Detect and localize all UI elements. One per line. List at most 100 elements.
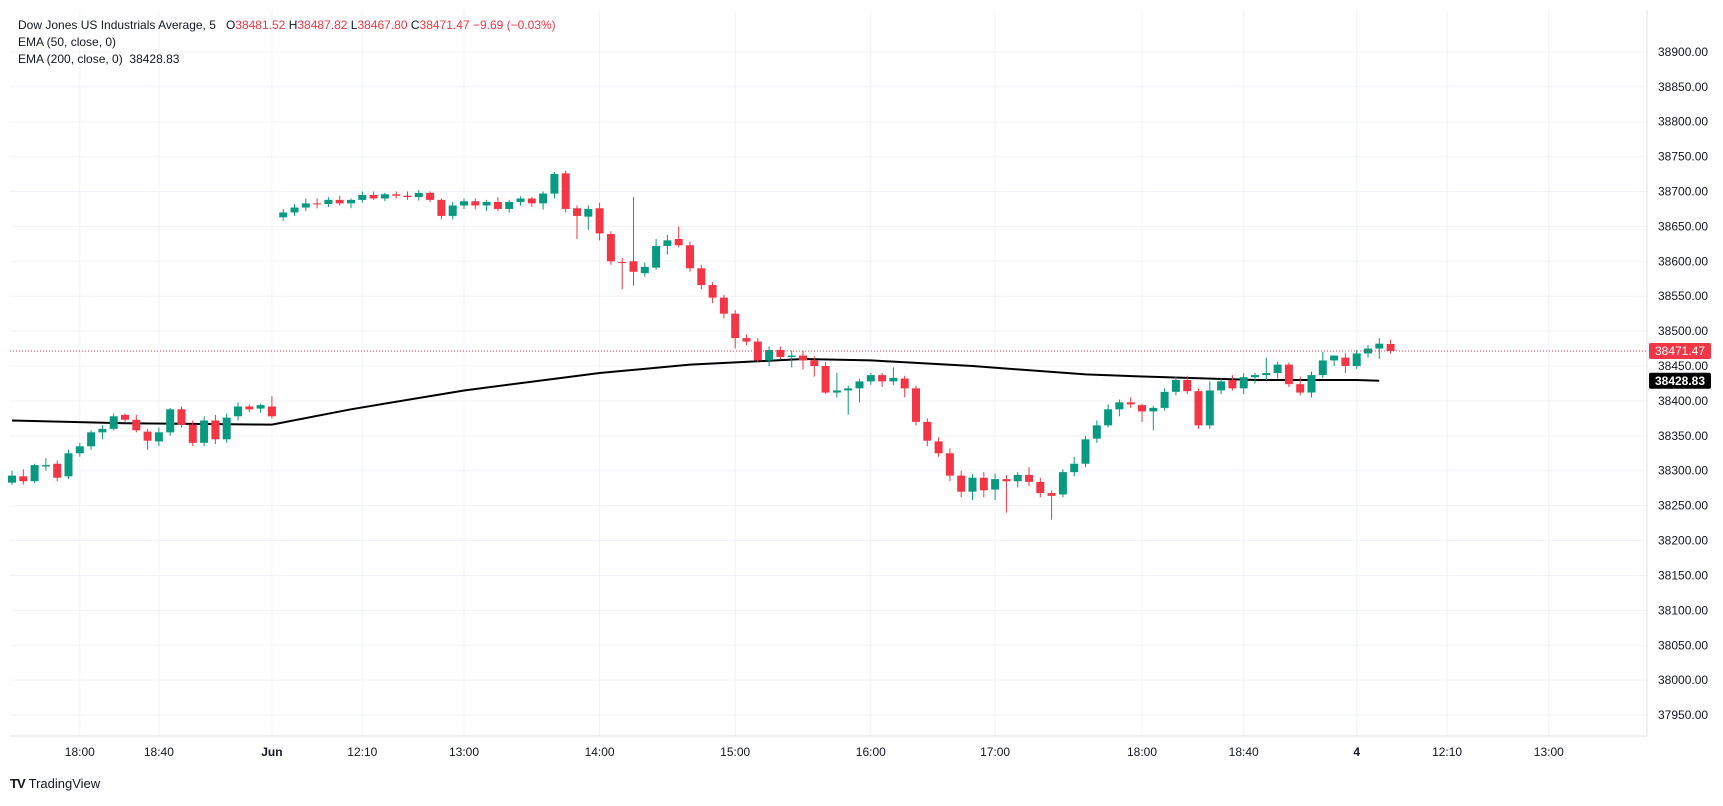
- x-tick-label: 18:40: [144, 745, 174, 759]
- candle-body: [109, 416, 118, 429]
- y-tick-label: 38700.00: [1658, 185, 1708, 199]
- candle-body: [505, 201, 514, 209]
- candle-body: [821, 366, 830, 393]
- candle-body: [1104, 409, 1113, 426]
- x-tick-label: 15:00: [720, 745, 750, 759]
- candle-body: [1025, 474, 1033, 482]
- candle-body: [8, 475, 16, 483]
- candle-body: [1171, 379, 1180, 392]
- ema200-row[interactable]: EMA (200, close, 0) 38428.83: [18, 51, 556, 68]
- candle-body: [595, 208, 604, 234]
- candle-body: [41, 465, 50, 467]
- candle-body: [1364, 348, 1372, 354]
- ema50-row[interactable]: EMA (50, close, 0): [18, 34, 556, 51]
- candle-body: [30, 465, 39, 482]
- candle-body: [1081, 439, 1090, 464]
- candle-body: [267, 406, 276, 417]
- candle-body: [866, 375, 875, 382]
- candle-body: [1284, 364, 1293, 385]
- candle-body: [573, 208, 581, 216]
- candle-body: [87, 432, 96, 447]
- candle-body: [211, 420, 220, 440]
- candle-body: [1205, 390, 1214, 426]
- candle-body: [301, 203, 310, 208]
- candle-body: [154, 432, 163, 442]
- candle-body: [324, 199, 333, 205]
- candle-body: [878, 375, 887, 382]
- candle-body: [222, 417, 231, 440]
- candle-body: [143, 431, 152, 441]
- y-tick-label: 38800.00: [1658, 115, 1708, 129]
- candle-body: [234, 406, 242, 417]
- symbol-row: Dow Jones US Industrials Average, 5 O384…: [18, 18, 556, 32]
- candle-body: [539, 193, 548, 204]
- tradingview-name: TradingView: [28, 776, 101, 791]
- candle-body: [1092, 425, 1101, 439]
- x-tick-label: 12:10: [347, 745, 377, 759]
- candle-body: [358, 194, 367, 200]
- candle-body: [618, 262, 627, 264]
- x-tick-label: Jun: [261, 745, 282, 759]
- low-label: L: [350, 18, 358, 32]
- candle-body: [765, 349, 774, 361]
- x-tick-label: 4: [1353, 745, 1360, 759]
- candle-body: [313, 203, 322, 205]
- interval[interactable]: 5: [209, 18, 216, 32]
- candle-body: [1386, 344, 1395, 352]
- candle-body: [742, 338, 751, 342]
- y-tick-label: 38000.00: [1658, 673, 1708, 687]
- last-price-tag: [1649, 343, 1711, 360]
- candle-body: [1070, 463, 1079, 473]
- candle-body: [1058, 472, 1067, 495]
- candle-body: [787, 355, 796, 357]
- candle-body: [945, 453, 954, 476]
- candle-body: [493, 201, 502, 209]
- x-tick-label: 18:00: [65, 745, 95, 759]
- candle-body: [279, 212, 288, 218]
- y-tick-label: 38450.00: [1658, 359, 1708, 373]
- candle-body: [776, 349, 785, 357]
- candle-body: [708, 285, 717, 298]
- x-tick-label: 13:00: [1534, 745, 1564, 759]
- candle-body: [810, 360, 819, 367]
- tradingview-logo-icon: TV: [10, 776, 26, 791]
- candle-body: [663, 240, 672, 246]
- x-tick-label: 17:00: [980, 745, 1010, 759]
- candle-body: [516, 198, 525, 202]
- y-tick-label: 38550.00: [1658, 289, 1708, 303]
- y-tick-label: 38050.00: [1658, 638, 1708, 652]
- candle-body: [697, 268, 706, 286]
- candle-body: [968, 477, 977, 492]
- ema200-label: EMA (200, close, 0): [18, 52, 123, 66]
- y-tick-label: 38100.00: [1658, 603, 1708, 617]
- candle-body: [1149, 407, 1158, 412]
- candle-body: [471, 201, 480, 206]
- symbol-name[interactable]: Dow Jones US Industrials Average: [18, 18, 203, 32]
- candle-body: [561, 173, 570, 209]
- candle-body: [1228, 379, 1237, 389]
- candle-body: [121, 414, 129, 420]
- x-tick-label: 13:00: [449, 745, 479, 759]
- candle-body: [1138, 405, 1146, 412]
- candle-body: [75, 446, 84, 454]
- candle-body: [177, 409, 186, 425]
- candle-body: [98, 428, 107, 433]
- candle-body: [629, 261, 638, 272]
- candle-body: [335, 199, 344, 204]
- candle-body: [482, 201, 491, 206]
- candle-body: [245, 406, 254, 410]
- candle-body: [403, 195, 412, 198]
- candle-body: [844, 388, 853, 391]
- y-tick-label: 38900.00: [1658, 45, 1708, 59]
- candle-body: [347, 199, 355, 204]
- candle-body: [1330, 355, 1339, 361]
- candle-body: [1194, 391, 1203, 426]
- candle-body: [923, 421, 932, 441]
- x-tick-label: 12:10: [1432, 745, 1462, 759]
- tradingview-brand[interactable]: TV TradingView: [10, 776, 100, 791]
- candle-body: [912, 388, 920, 422]
- candle-body: [1307, 375, 1316, 393]
- candle-body: [855, 381, 864, 389]
